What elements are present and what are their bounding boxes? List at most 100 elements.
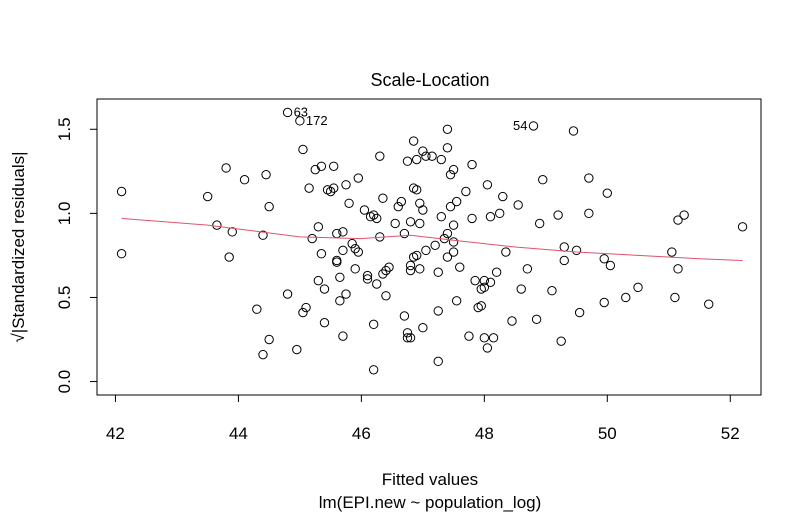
data-point	[442, 143, 453, 153]
data-point	[338, 245, 348, 256]
data-point	[451, 196, 462, 207]
x-axis-label: Fitted values	[382, 470, 478, 489]
data-point	[448, 164, 459, 175]
data-point	[325, 186, 336, 197]
data-point	[332, 228, 342, 239]
data-point	[470, 275, 480, 286]
data-point	[396, 196, 407, 207]
x-tick-label: 42	[106, 424, 125, 443]
data-point	[212, 220, 222, 230]
data-point	[553, 210, 563, 220]
data-point	[485, 212, 496, 222]
data-point	[599, 297, 609, 308]
data-point	[252, 304, 262, 314]
data-point	[338, 331, 348, 341]
data-point	[301, 302, 311, 313]
data-point	[445, 169, 456, 180]
data-point	[378, 193, 388, 203]
data-point	[670, 292, 680, 303]
data-point	[433, 306, 443, 316]
data-point	[402, 156, 413, 166]
data-point	[667, 247, 677, 257]
data-point	[412, 250, 422, 261]
data-point	[399, 228, 410, 239]
data-point	[372, 213, 382, 224]
data-point	[433, 267, 443, 277]
data-point	[378, 269, 388, 279]
data-point	[313, 222, 324, 232]
data-point	[316, 161, 327, 171]
data-point	[547, 286, 557, 296]
data-point	[448, 237, 459, 247]
data-point	[341, 180, 351, 190]
data-point	[584, 208, 594, 219]
x-tick-label: 48	[475, 424, 494, 443]
data-point	[485, 277, 496, 288]
data-point	[421, 245, 431, 256]
data-point	[556, 336, 566, 346]
data-point	[338, 227, 348, 237]
data-point	[399, 311, 410, 321]
point-label: 172	[306, 113, 328, 128]
data-point	[116, 186, 127, 197]
data-point	[362, 270, 373, 281]
data-point	[298, 144, 308, 155]
data-point	[704, 299, 714, 309]
data-point	[362, 274, 373, 284]
data-point	[368, 210, 379, 220]
data-points	[116, 107, 748, 375]
data-point	[467, 159, 477, 170]
chart-title: Scale-Location	[370, 70, 489, 90]
data-point	[412, 154, 422, 165]
data-point	[448, 247, 459, 257]
point-label: 54	[513, 118, 527, 133]
data-point	[344, 198, 354, 208]
data-point	[418, 205, 428, 215]
data-point	[282, 107, 293, 118]
data-point	[621, 292, 631, 303]
data-point	[528, 121, 539, 131]
data-point	[421, 151, 431, 161]
data-point	[258, 349, 268, 360]
data-point	[221, 163, 231, 173]
data-point	[673, 264, 683, 274]
data-point	[261, 169, 271, 180]
smoother-path	[121, 217, 743, 261]
data-point	[442, 252, 453, 262]
data-point	[436, 212, 446, 222]
data-point	[442, 124, 453, 134]
data-point	[350, 264, 360, 274]
x-tick-label: 44	[229, 424, 248, 443]
data-point	[568, 126, 579, 136]
data-point	[202, 191, 213, 202]
data-point	[479, 275, 490, 286]
data-point	[341, 289, 351, 299]
data-point	[368, 365, 379, 375]
data-point	[292, 344, 302, 355]
data-point	[522, 264, 533, 274]
data-point	[599, 254, 609, 264]
data-point	[350, 243, 360, 254]
data-point	[332, 255, 342, 266]
data-point	[384, 262, 394, 272]
data-point	[304, 183, 314, 193]
data-point	[353, 173, 363, 183]
y-axis: 0.0 0.5 1.0 1.5	[55, 117, 98, 393]
y-tick-label: 1.0	[55, 202, 74, 226]
data-point	[491, 267, 502, 277]
data-point	[571, 245, 582, 256]
data-point	[479, 282, 490, 293]
data-point	[393, 201, 403, 212]
data-point	[368, 319, 379, 330]
data-point	[602, 188, 612, 198]
data-point	[402, 333, 413, 343]
data-point	[531, 314, 542, 325]
data-point	[313, 275, 324, 286]
data-point	[679, 210, 689, 220]
data-point	[513, 200, 523, 210]
data-point	[307, 233, 317, 244]
data-point	[224, 252, 234, 262]
data-point	[405, 217, 416, 227]
data-point	[455, 262, 465, 272]
data-point	[227, 227, 237, 237]
